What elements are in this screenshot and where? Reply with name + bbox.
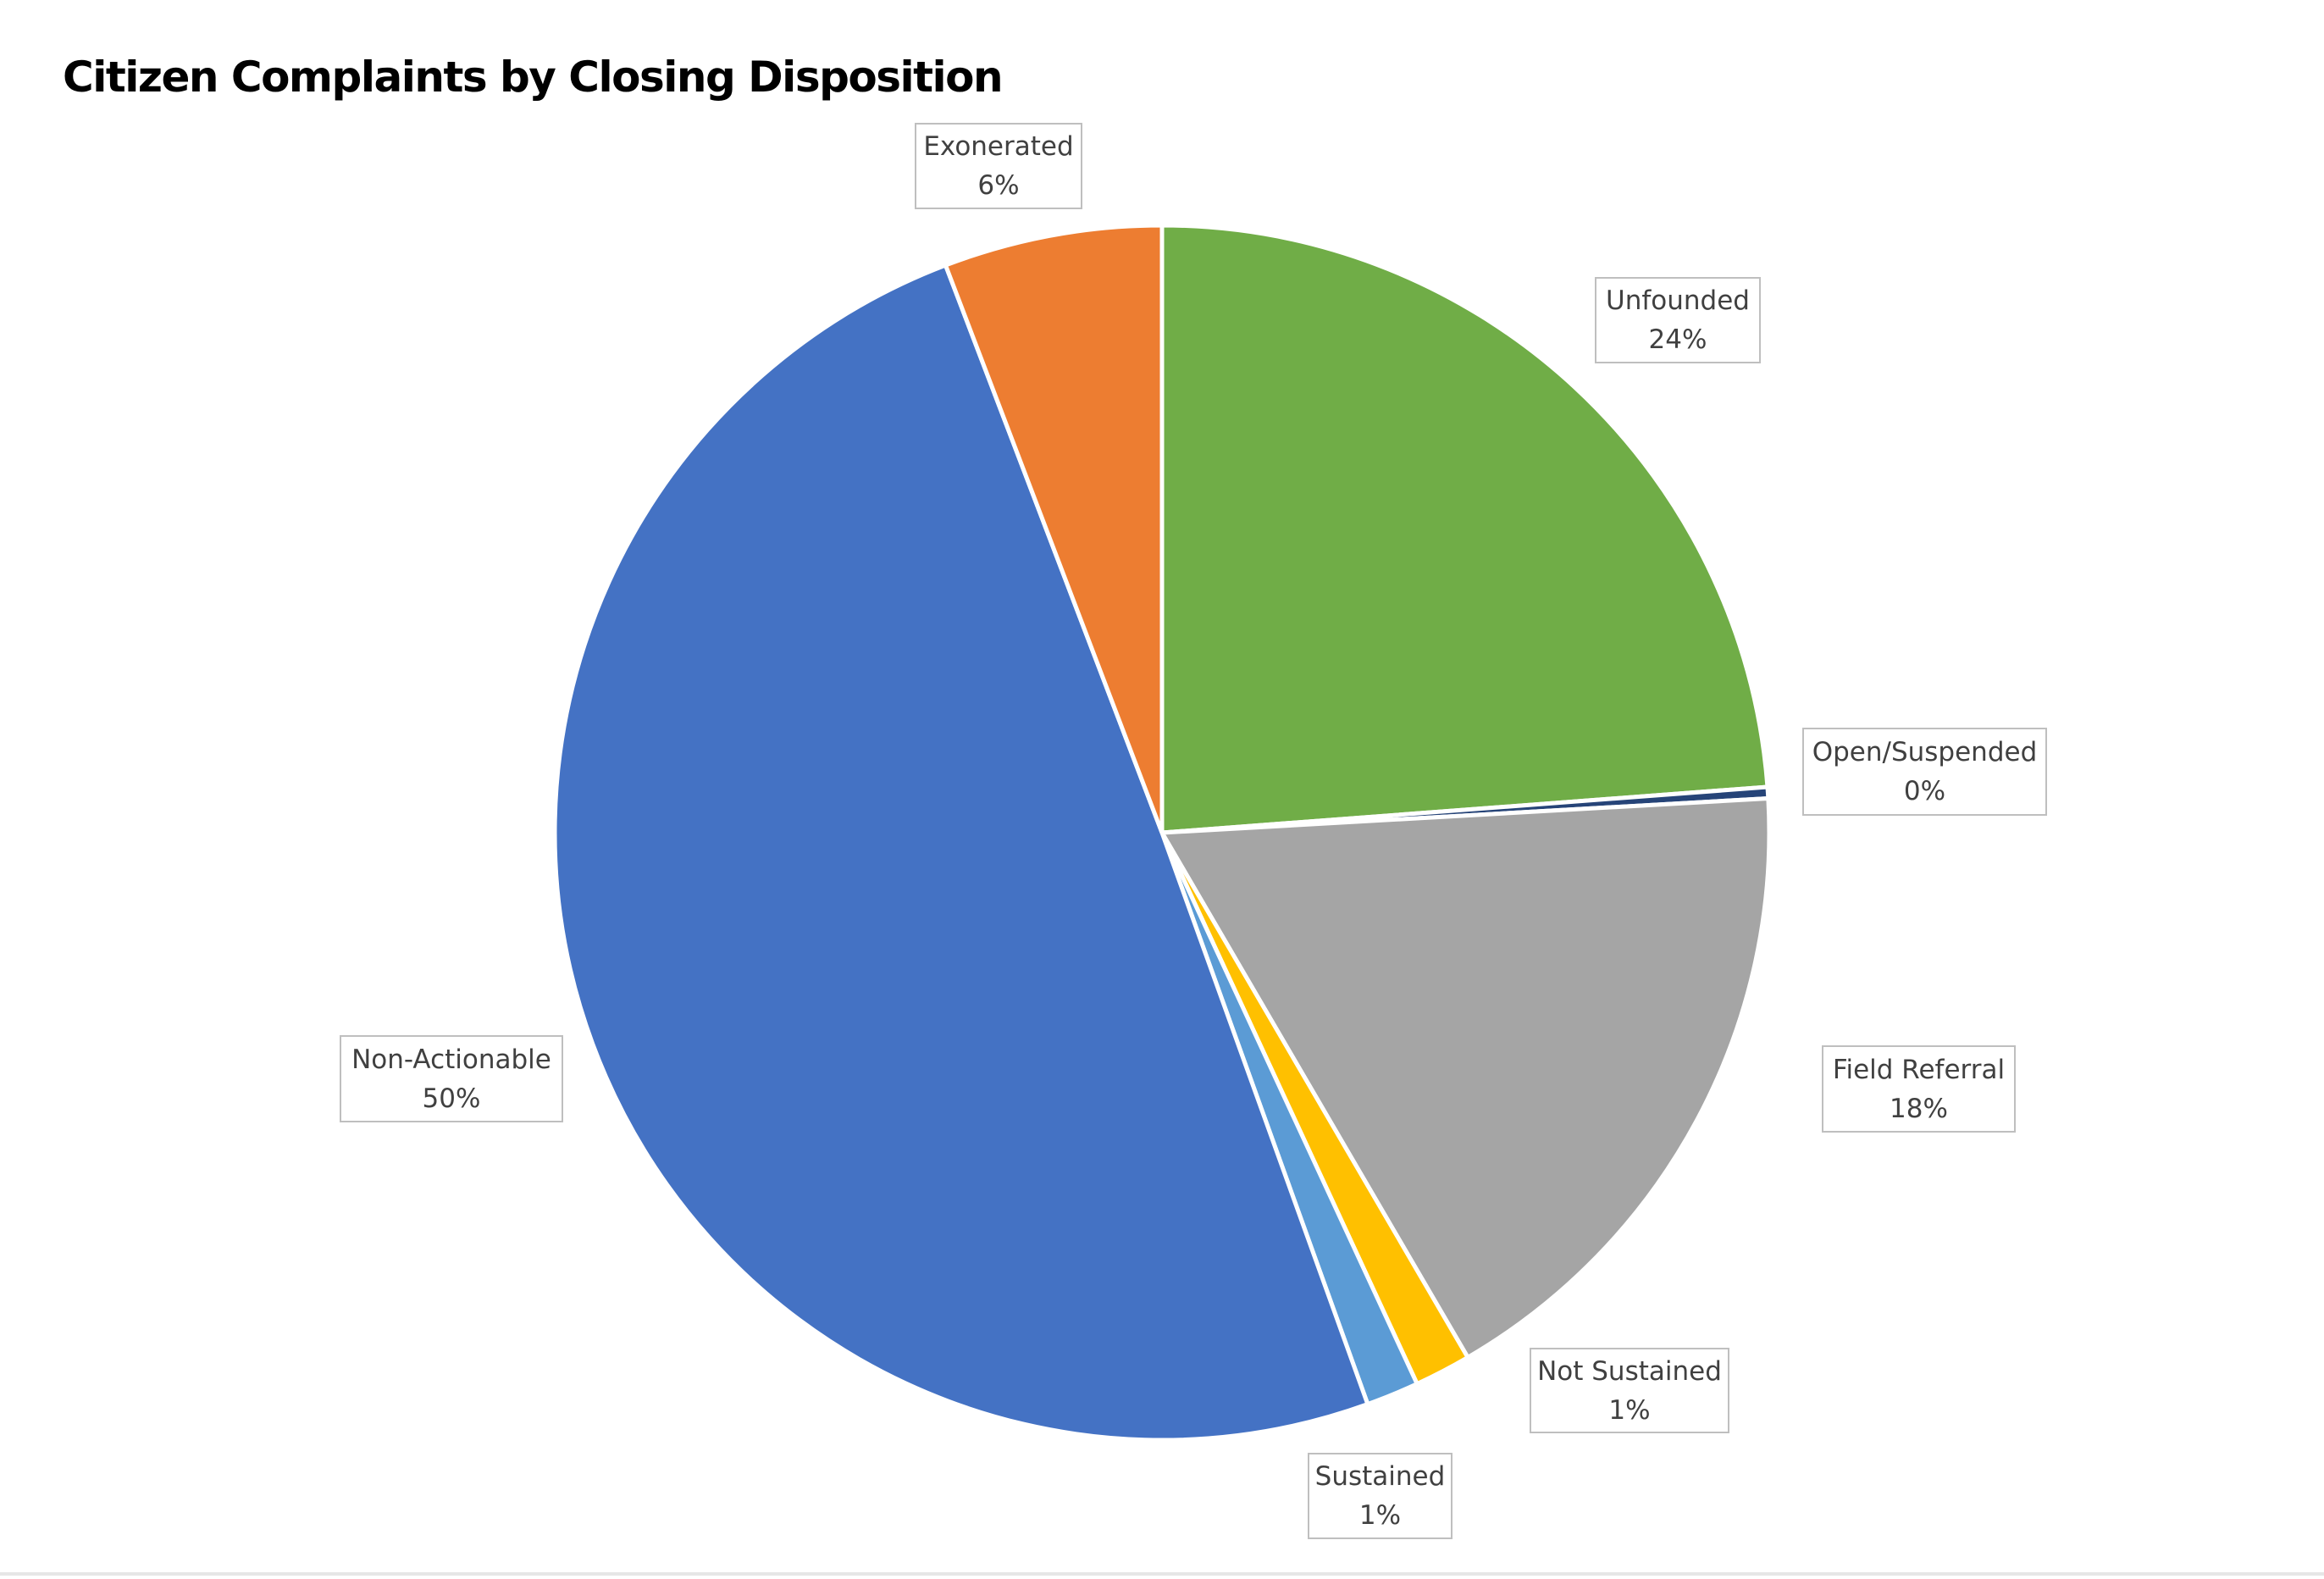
data-label-exonerated: Exonerated 6% bbox=[915, 123, 1082, 209]
data-label-percent: 1% bbox=[1358, 1500, 1402, 1531]
data-label-percent: 1% bbox=[1608, 1394, 1651, 1426]
pie-slice-field-referral bbox=[1159, 795, 1772, 1360]
data-label-category: Field Referral bbox=[1832, 1054, 2006, 1085]
data-label-sustained: Sustained 1% bbox=[1308, 1453, 1452, 1539]
data-label-category: Not Sustained bbox=[1537, 1355, 1722, 1387]
data-label-category: Sustained bbox=[1314, 1461, 1446, 1492]
pie-slice-non-actionable bbox=[552, 263, 1370, 1443]
data-label-field-referral: Field Referral 18% bbox=[1822, 1045, 2016, 1133]
data-label-not-sustained: Not Sustained 1% bbox=[1530, 1348, 1729, 1433]
data-label-unfounded: Unfounded 24% bbox=[1595, 277, 1761, 363]
data-label-category: Exonerated bbox=[923, 131, 1074, 162]
pie-slice-unfounded bbox=[1159, 223, 1770, 835]
data-label-non-actionable: Non-Actionable 50% bbox=[340, 1035, 563, 1122]
divider bbox=[0, 1572, 2324, 1576]
data-label-category: Unfounded bbox=[1606, 285, 1750, 316]
data-label-percent: 18% bbox=[1890, 1093, 1948, 1124]
data-label-percent: 0% bbox=[1903, 776, 1946, 806]
chart-title: Citizen Complaints by Closing Dispositio… bbox=[63, 53, 1004, 102]
data-label-percent: 50% bbox=[422, 1083, 481, 1114]
data-label-category: Open/Suspended bbox=[1812, 737, 2038, 767]
data-label-open-suspended: Open/Suspended 0% bbox=[1802, 728, 2047, 816]
data-label-category: Non-Actionable bbox=[351, 1044, 551, 1075]
pie-slice-exonerated bbox=[943, 223, 1165, 835]
data-label-percent: 6% bbox=[977, 170, 1020, 201]
data-label-percent: 24% bbox=[1648, 324, 1707, 355]
